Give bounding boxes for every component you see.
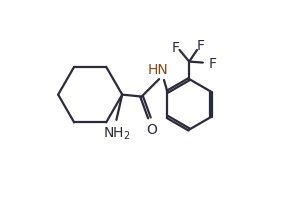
Text: NH$_2$: NH$_2$ — [103, 126, 130, 142]
Text: O: O — [146, 123, 157, 137]
Text: F: F — [209, 57, 217, 71]
Text: F: F — [197, 39, 205, 53]
Text: F: F — [172, 41, 180, 55]
Text: HN: HN — [148, 63, 168, 77]
